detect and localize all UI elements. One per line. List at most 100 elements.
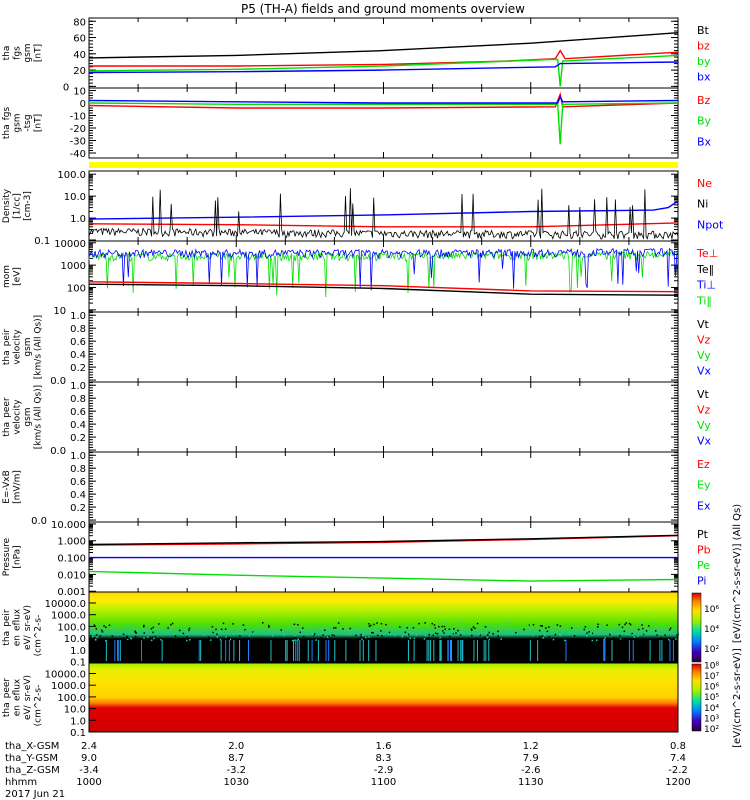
- spectrogram-pixel: [373, 627, 376, 629]
- spectrogram-pixel: [586, 635, 588, 637]
- spectrogram-pixel: [244, 628, 246, 631]
- x-axis-value: 2.4: [81, 741, 97, 752]
- spectrogram-pixel: [143, 625, 145, 628]
- spectrogram-pixel: [487, 626, 489, 628]
- spectrogram-pixel: [568, 631, 570, 634]
- spectrogram-stripe: [659, 640, 661, 661]
- spectrogram-pixel: [186, 636, 188, 638]
- spectrogram-pixel: [237, 628, 239, 631]
- spectrogram-pixel: [668, 629, 671, 631]
- spectrogram-pixel: [447, 628, 449, 631]
- spectrogram-pixel: [303, 635, 305, 638]
- spectrogram-stripe: [672, 640, 674, 661]
- spectrogram-pixel: [438, 625, 440, 628]
- spectrogram-pixel: [252, 631, 254, 633]
- panel-ylabel-line: [nT]: [34, 114, 44, 132]
- spectrogram-pixel: [625, 622, 627, 624]
- spectrogram-pixel: [540, 625, 542, 627]
- spectrogram-pixel: [472, 626, 475, 628]
- panel-ylabel-line: en: [13, 635, 23, 646]
- spectrogram-stripe: [450, 640, 452, 661]
- spectrogram-stripe: [413, 640, 415, 661]
- spectrogram-pixel: [624, 623, 626, 626]
- spectrogram-pixel: [143, 624, 145, 627]
- spectrogram-pixel: [554, 633, 557, 636]
- spectrogram-pixel: [619, 625, 621, 628]
- spectrogram-pixel: [333, 627, 335, 629]
- spectrogram-pixel: [90, 634, 92, 637]
- spectrogram-pixel: [299, 631, 302, 634]
- spectrogram-stripe: [628, 640, 630, 661]
- spectrogram-pixel: [618, 626, 620, 629]
- spectrogram-stripe: [317, 640, 319, 661]
- spectrogram-pixel: [105, 639, 107, 642]
- spectrogram-pixel: [433, 624, 435, 627]
- spectrogram-pixel: [130, 637, 133, 640]
- spectrogram-pixel: [538, 635, 541, 638]
- spectrogram-pixel: [314, 625, 316, 627]
- spectrogram-pixel: [365, 636, 367, 639]
- y-tick-label: -10: [70, 112, 86, 123]
- y-tick-label: 1.000: [57, 537, 86, 548]
- spectrogram-pixel: [619, 638, 622, 640]
- spectrogram-pixel: [362, 637, 365, 639]
- spectrogram-stripe: [632, 640, 634, 661]
- panel-frame: [88, 87, 679, 159]
- spectrogram-pixel: [458, 622, 460, 624]
- spectrogram-pixel: [228, 636, 230, 639]
- spectrogram-stripe: [311, 640, 313, 661]
- panel-ylabel-line: Pressure: [2, 537, 12, 576]
- spectrogram-pixel: [541, 635, 543, 637]
- spectrogram-pixel: [239, 632, 241, 635]
- spectrogram-pixel: [388, 631, 391, 634]
- spectrogram-pixel: [297, 624, 299, 626]
- spectrogram-stripe: [375, 640, 377, 661]
- y-tick-label: 1.0: [70, 381, 86, 392]
- spectrogram-pixel: [167, 632, 169, 634]
- spectrogram-pixel: [95, 628, 98, 630]
- spectrogram-stripe: [228, 640, 230, 661]
- series-line-By: [88, 102, 679, 145]
- spectrogram-pixel: [571, 626, 574, 628]
- spectrogram-pixel: [444, 628, 447, 630]
- panel-ylabel-line: velocity: [13, 399, 23, 435]
- spectrogram-stripe: [529, 640, 531, 661]
- spectrogram-pixel: [476, 622, 479, 625]
- panel-ylabel-line: tha: [2, 631, 12, 646]
- spectrogram-pixel: [89, 627, 92, 630]
- y-tick-label: 0.1: [70, 658, 86, 669]
- spectrogram-pixel: [294, 636, 296, 639]
- series-line-Npot: [88, 200, 679, 220]
- spectrogram-stripe: [119, 640, 121, 661]
- series-line-Te‖: [88, 283, 679, 296]
- panel-ylabel-line: (cm^2-s-: [34, 615, 44, 657]
- spectrogram-pixel: [153, 635, 156, 638]
- panel-ylabel-line: Density: [2, 188, 12, 223]
- spectrogram-pixel: [443, 625, 446, 628]
- spectrogram-pixel: [182, 637, 184, 640]
- spectrogram-pixel: [527, 625, 530, 627]
- y-tick-label: 0.1: [34, 236, 50, 247]
- spectrogram-pixel: [658, 627, 660, 630]
- spectrogram-pixel: [609, 633, 611, 636]
- spectrogram-stripe: [328, 640, 330, 661]
- spectrogram-pixel: [666, 624, 668, 626]
- spectrogram-pixel: [128, 630, 131, 632]
- panel-ylabel-line: tha: [2, 702, 12, 717]
- spectrogram-pixel: [170, 623, 172, 626]
- spectrogram-pixel: [323, 629, 326, 631]
- spectrogram-pixel: [400, 638, 402, 641]
- spectrogram-pixel: [368, 637, 370, 640]
- spectrogram-stripe: [325, 640, 327, 661]
- spectrogram-pixel: [129, 625, 131, 628]
- spectrogram-pixel: [216, 636, 218, 638]
- spectrogram-pixel: [611, 632, 613, 634]
- spectrogram-pixel: [370, 624, 372, 627]
- y-tick-label: 0.8: [70, 394, 86, 405]
- spectrogram-pixel: [596, 639, 598, 642]
- panel-ylabel-line: peir: [2, 609, 12, 627]
- spectrogram-pixel: [553, 623, 556, 625]
- spectrogram-pixel: [556, 637, 558, 640]
- spectrogram-pixel: [361, 634, 364, 637]
- spectrogram-pixel: [271, 634, 274, 637]
